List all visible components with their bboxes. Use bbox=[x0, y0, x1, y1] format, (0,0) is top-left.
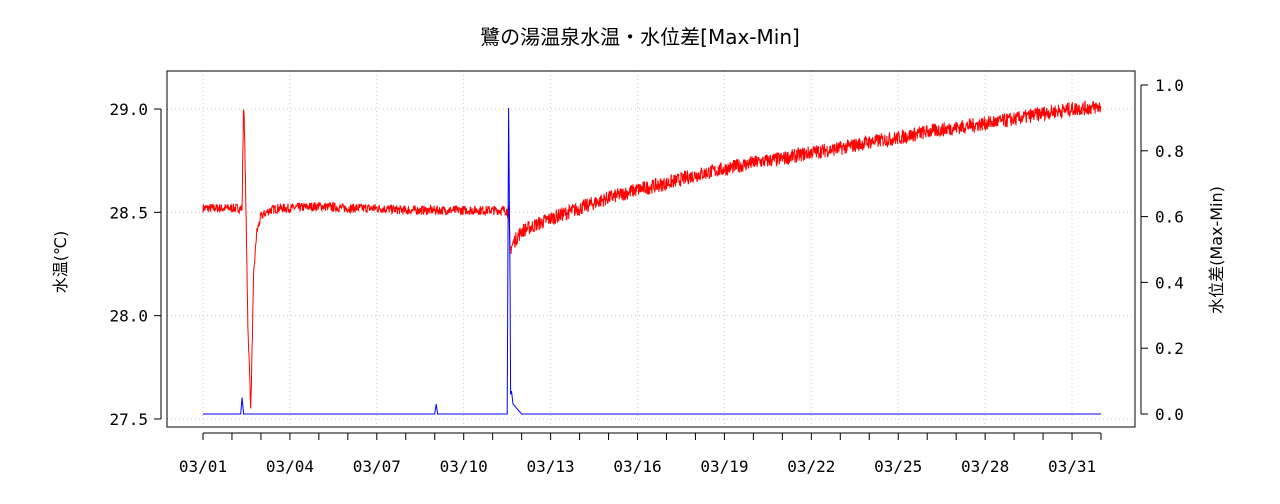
x-tick-label: 03/04 bbox=[266, 457, 314, 476]
x-tick-label: 03/10 bbox=[440, 457, 488, 476]
y-right-tick-label: 1.0 bbox=[1155, 76, 1184, 95]
series-line-2 bbox=[203, 107, 1101, 415]
x-tick-label: 03/16 bbox=[613, 457, 661, 476]
x-tick-label: 03/22 bbox=[787, 457, 835, 476]
y-left-tick-label: 29.0 bbox=[109, 100, 148, 119]
y-left-tick-label: 28.5 bbox=[109, 203, 148, 222]
y-left-tick-label: 28.0 bbox=[109, 307, 148, 326]
x-tick-label: 03/07 bbox=[353, 457, 401, 476]
x-tick-label: 03/28 bbox=[961, 457, 1009, 476]
x-tick-label: 03/01 bbox=[179, 457, 227, 476]
chart-title: 鷺の湯温泉水温・水位差[Max-Min] bbox=[480, 25, 800, 49]
x-tick-label: 03/31 bbox=[1048, 457, 1096, 476]
grid-layer bbox=[167, 71, 1135, 427]
y-right-tick-label: 0.8 bbox=[1155, 142, 1184, 161]
y-left-tick-label: 27.5 bbox=[109, 410, 148, 429]
y-axis-right-label: 水位差(Max-Min) bbox=[1207, 186, 1226, 314]
series-line-1 bbox=[202, 100, 1102, 409]
y-axis-left-label: 水温(℃) bbox=[51, 231, 70, 293]
x-tick-label: 03/19 bbox=[700, 457, 748, 476]
x-tick-label: 03/25 bbox=[874, 457, 922, 476]
y-right-tick-label: 0.6 bbox=[1155, 208, 1184, 227]
y-right-tick-label: 0.2 bbox=[1155, 339, 1184, 358]
y-right-tick-label: 0.4 bbox=[1155, 273, 1184, 292]
y-right-tick-label: 0.0 bbox=[1155, 405, 1184, 424]
axis-layer: 03/01 03/04 03/07 03/10 03/13 03/16 03/19 03/22… bbox=[109, 76, 1183, 476]
plot-frame bbox=[166, 70, 1136, 428]
series-layer bbox=[202, 100, 1102, 415]
x-tick-label: 03/13 bbox=[527, 457, 575, 476]
